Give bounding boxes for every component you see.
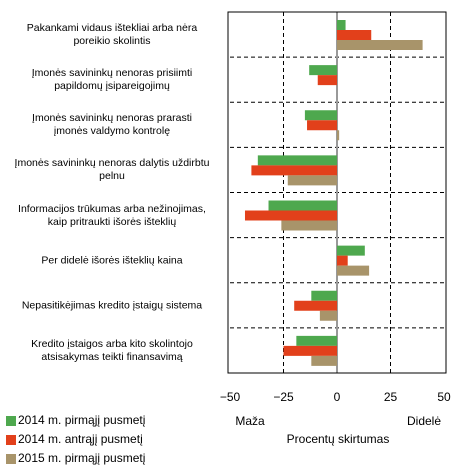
annotation: Didelė (407, 414, 441, 428)
x-tick-label: 25 (384, 390, 398, 404)
bar (281, 220, 337, 231)
category-label: Įmonės savininkų nenoras prarasti įmonės… (32, 112, 192, 138)
category-label: Įmonės savininkų nenoras prisiimti papil… (31, 67, 193, 93)
bar (317, 75, 337, 86)
x-tick-label: 0 (334, 390, 341, 404)
legend-label: 2014 m. antrąjį pusmetį (18, 432, 143, 446)
bar (307, 120, 337, 131)
plot-frame (227, 11, 447, 374)
category-label: Nepasitikėjimas kredito įstaigų sistema (21, 299, 203, 312)
bar (244, 210, 337, 221)
bar (257, 155, 337, 166)
bar (337, 30, 372, 40)
legend-swatch (6, 435, 16, 445)
bar (251, 165, 337, 176)
bar (296, 335, 337, 346)
category-label: Informacijos trūkumas arba nežinojimas, … (18, 202, 206, 228)
bar (337, 20, 346, 30)
legend-swatch (6, 454, 16, 464)
category-label: Per didelė išorės išteklių kaina (41, 254, 183, 267)
category-label: Kredito įstaigos arba kito skolintojo at… (31, 337, 193, 363)
x-tick-label: 50 (437, 390, 451, 404)
bar (311, 355, 337, 366)
annotation: Maža (235, 414, 265, 428)
x-tick-label: −50 (220, 390, 241, 404)
bar (311, 290, 337, 301)
bar (337, 40, 423, 50)
category-label: Pakankami vidaus ištekliai arba nėra por… (26, 22, 198, 47)
bar (309, 65, 337, 76)
legend-label: 2014 m. pirmąjį pusmetį (18, 413, 146, 427)
legend-label: 2015 m. pirmąjį pusmetį (18, 451, 146, 465)
category-label: Įmonės savininkų nenoras dalytis uždirbt… (14, 157, 210, 183)
bar (268, 200, 337, 211)
bar (319, 310, 337, 321)
bar (337, 265, 370, 276)
x-tick-label: −25 (273, 390, 294, 404)
bar (294, 300, 337, 311)
bar (337, 245, 365, 256)
x-axis-label: Procentų skirtumas (287, 432, 390, 446)
bar (304, 110, 337, 121)
bar (337, 255, 348, 266)
bar (287, 175, 337, 186)
bar (337, 130, 340, 141)
legend-swatch (6, 416, 16, 426)
bar (283, 345, 337, 356)
